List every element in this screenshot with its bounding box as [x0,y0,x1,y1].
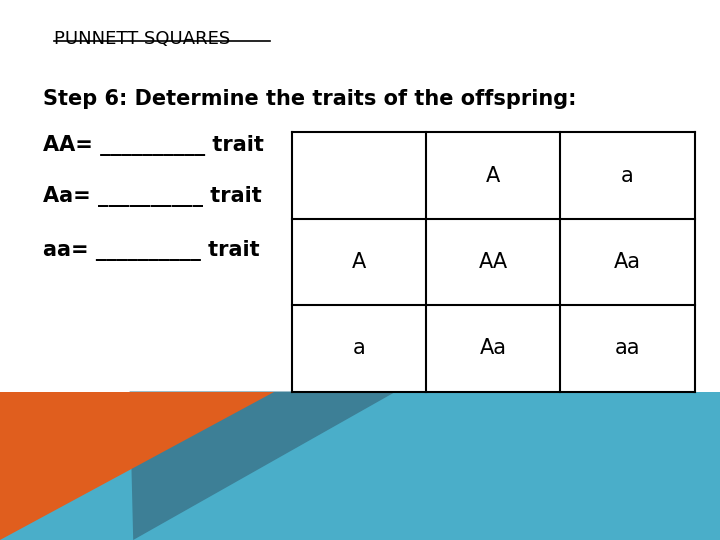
Polygon shape [0,392,720,540]
Text: a: a [621,165,634,186]
Text: Aa= __________ trait: Aa= __________ trait [43,186,262,207]
Text: Aa: Aa [614,252,641,272]
Text: AA: AA [479,252,508,272]
Text: Step 6: Determine the traits of the offspring:: Step 6: Determine the traits of the offs… [43,89,577,109]
Text: aa: aa [615,338,640,359]
Text: aa= __________ trait: aa= __________ trait [43,240,260,261]
Text: A: A [351,252,366,272]
Text: AA= __________ trait: AA= __________ trait [43,135,264,156]
Text: A: A [486,165,500,186]
Text: a: a [352,338,365,359]
Polygon shape [0,392,274,540]
Text: Aa: Aa [480,338,507,359]
Polygon shape [130,392,396,540]
Text: PUNNETT SQUARES: PUNNETT SQUARES [54,30,230,48]
